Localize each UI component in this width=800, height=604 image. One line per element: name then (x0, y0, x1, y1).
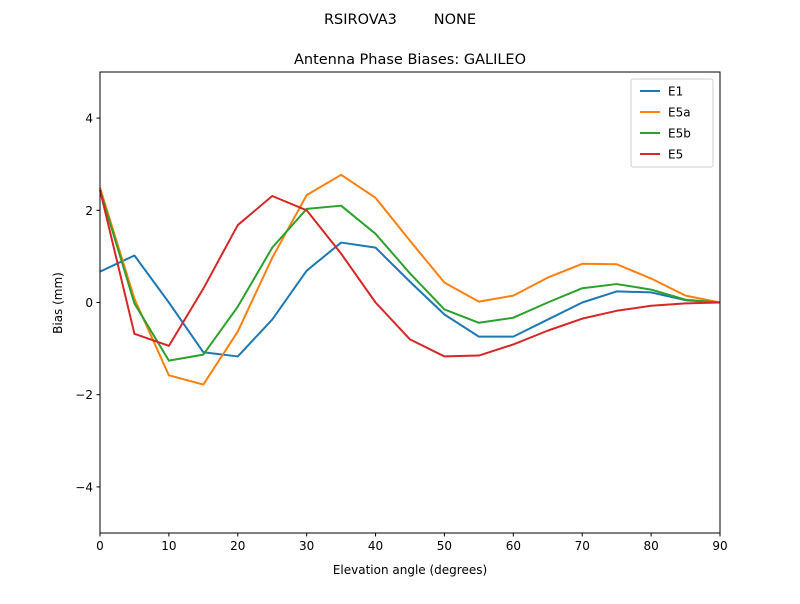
legend-label: E1 (668, 85, 683, 99)
legend-label: E5b (668, 127, 691, 141)
legend-box (630, 78, 714, 168)
x-tick-label: 20 (230, 539, 245, 553)
y-tick-label: 4 (85, 112, 93, 126)
x-tick-label: 70 (575, 539, 590, 553)
y-tick-label: −4 (75, 480, 93, 494)
y-axis-label: Bias (mm) (51, 272, 65, 334)
y-axis: −4 −2 0 2 4 (75, 112, 100, 494)
y-tick-label: 2 (85, 204, 93, 218)
y-tick-label: −2 (75, 388, 93, 402)
legend-label: E5a (668, 106, 691, 120)
figure-suptitle: RSIROVA3 NONE (324, 12, 476, 28)
x-axis-label: Elevation angle (degrees) (333, 563, 487, 577)
legend: E1 E5a E5b E5 (630, 78, 714, 168)
x-tick-label: 80 (643, 539, 658, 553)
plot-frame (99, 71, 721, 534)
x-tick-label: 90 (712, 539, 727, 553)
x-tick-label: 30 (299, 539, 314, 553)
x-tick-label: 50 (437, 539, 452, 553)
legend-label: E5 (668, 148, 683, 162)
plot-lines (99, 173, 721, 386)
chart-title: Antenna Phase Biases: GALILEO (294, 52, 526, 68)
series-line-e5a (99, 173, 721, 386)
x-tick-label: 40 (368, 539, 383, 553)
series-line-e1 (99, 241, 721, 358)
series-line-e5b (99, 189, 721, 362)
x-tick-label: 60 (506, 539, 521, 553)
x-tick-label: 10 (161, 539, 176, 553)
x-axis: 0 10 20 30 40 50 60 70 80 90 (96, 533, 728, 553)
x-tick-label: 0 (96, 539, 104, 553)
y-tick-label: 0 (85, 296, 93, 310)
series-line-e5 (99, 189, 721, 358)
